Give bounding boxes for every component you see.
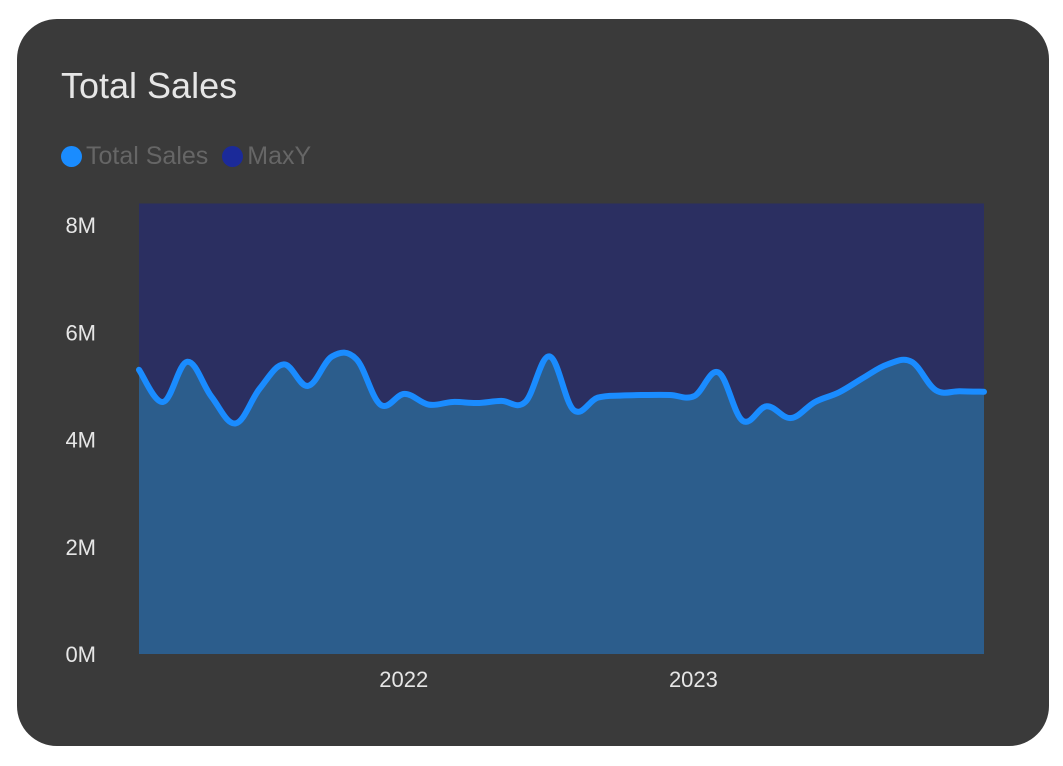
legend-label-total-sales: Total Sales	[86, 142, 209, 170]
y-tick-label: 8M	[65, 213, 96, 238]
y-tick-label: 4M	[65, 428, 96, 453]
legend-dot-maxy	[222, 146, 244, 167]
y-tick-label: 2M	[65, 535, 96, 560]
chart-title: Total Sales	[61, 65, 238, 106]
x-tick-label: 2022	[379, 667, 428, 692]
total-sales-area	[139, 352, 984, 654]
legend-item-maxy[interactable]: MaxY	[222, 142, 311, 171]
x-tick-label: 2023	[669, 667, 718, 692]
legend-item-total-sales[interactable]: Total Sales	[61, 142, 208, 171]
legend-label-maxy: MaxY	[247, 142, 312, 170]
y-tick-label: 0M	[65, 642, 96, 667]
total-sales-line	[136, 349, 987, 427]
legend: Total Sales MaxY	[61, 142, 319, 171]
y-tick-label: 6M	[65, 320, 96, 345]
legend-dot-total-sales	[61, 146, 82, 167]
